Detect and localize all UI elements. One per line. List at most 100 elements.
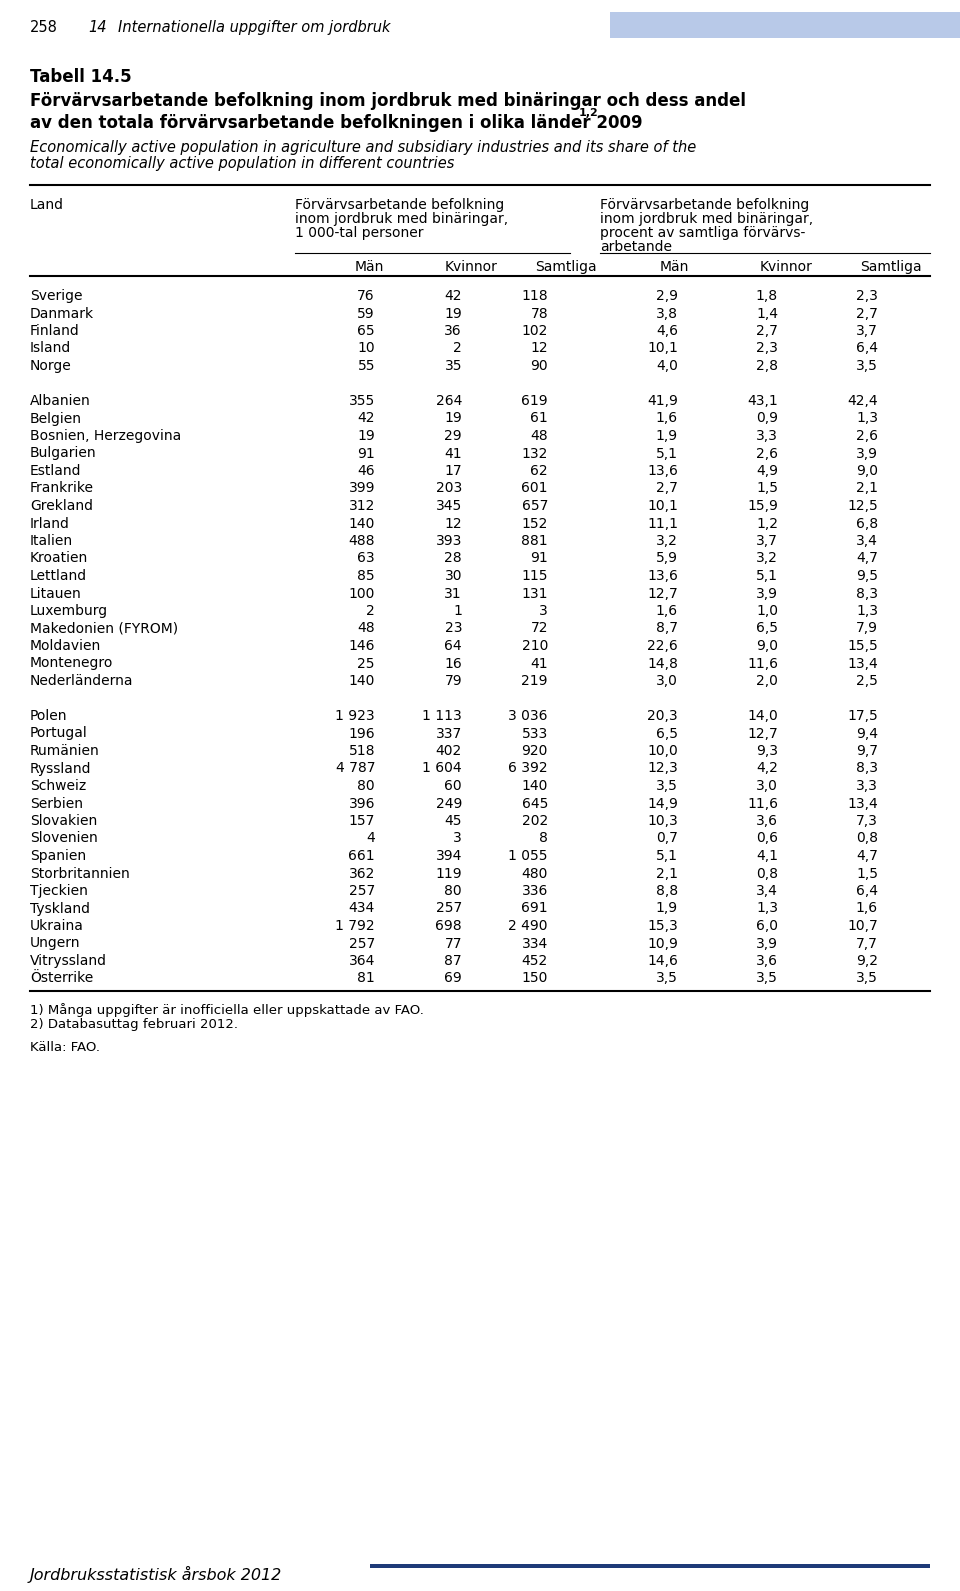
Text: 78: 78 (530, 307, 548, 320)
Text: 1,3: 1,3 (756, 902, 778, 915)
Text: 3,5: 3,5 (756, 972, 778, 985)
Text: Kvinnor: Kvinnor (760, 259, 813, 274)
Text: 661: 661 (348, 850, 375, 862)
Text: 645: 645 (521, 797, 548, 810)
Text: Estland: Estland (30, 465, 82, 477)
Text: 4,9: 4,9 (756, 465, 778, 477)
Text: 118: 118 (521, 290, 548, 302)
Text: 12: 12 (444, 517, 462, 530)
Text: 81: 81 (357, 972, 375, 985)
Text: 345: 345 (436, 500, 462, 512)
Text: 1,6: 1,6 (656, 605, 678, 617)
Text: 1,9: 1,9 (656, 902, 678, 915)
Text: total economically active population in different countries: total economically active population in … (30, 156, 454, 170)
Text: 601: 601 (521, 482, 548, 495)
Text: 72: 72 (531, 622, 548, 635)
Text: 334: 334 (521, 937, 548, 950)
Text: 8,8: 8,8 (656, 885, 678, 897)
Text: 42: 42 (444, 290, 462, 302)
Text: 3,6: 3,6 (756, 955, 778, 967)
Text: 3,3: 3,3 (756, 430, 778, 442)
Text: Samtliga: Samtliga (860, 259, 922, 274)
Text: 8,7: 8,7 (656, 622, 678, 635)
Text: 48: 48 (530, 430, 548, 442)
Text: 77: 77 (444, 937, 462, 950)
Text: 6,0: 6,0 (756, 920, 778, 932)
Text: 48: 48 (357, 622, 375, 635)
Text: 0,8: 0,8 (756, 867, 778, 880)
Text: Schweiz: Schweiz (30, 780, 86, 792)
Text: 12,7: 12,7 (747, 727, 778, 740)
Text: 64: 64 (444, 640, 462, 652)
Text: 45: 45 (444, 815, 462, 827)
Text: 0,9: 0,9 (756, 412, 778, 425)
Text: 90: 90 (530, 360, 548, 372)
Text: 312: 312 (348, 500, 375, 512)
Text: 5,9: 5,9 (656, 552, 678, 565)
Text: 2 490: 2 490 (509, 920, 548, 932)
Text: 17: 17 (444, 465, 462, 477)
Text: 698: 698 (436, 920, 462, 932)
Text: 2) Databasuttag februari 2012.: 2) Databasuttag februari 2012. (30, 1018, 238, 1031)
Text: 249: 249 (436, 797, 462, 810)
Text: Tyskland: Tyskland (30, 902, 90, 915)
Text: 69: 69 (444, 972, 462, 985)
Text: 42,4: 42,4 (848, 395, 878, 407)
Text: 3,9: 3,9 (756, 937, 778, 950)
Text: Förvärvsarbetande befolkning inom jordbruk med binäringar och dess andel: Förvärvsarbetande befolkning inom jordbr… (30, 92, 746, 110)
Text: 2,7: 2,7 (756, 325, 778, 337)
Text: Frankrike: Frankrike (30, 482, 94, 495)
Text: 7,9: 7,9 (856, 622, 878, 635)
Text: Källa: FAO.: Källa: FAO. (30, 1041, 100, 1053)
Text: 480: 480 (521, 867, 548, 880)
Text: 920: 920 (521, 745, 548, 757)
Text: 16: 16 (444, 657, 462, 670)
Text: 60: 60 (444, 780, 462, 792)
Text: 1) Många uppgifter är inofficiella eller uppskattade av FAO.: 1) Många uppgifter är inofficiella eller… (30, 1002, 424, 1017)
Text: 396: 396 (348, 797, 375, 810)
Text: Österrike: Österrike (30, 972, 93, 985)
Text: arbetande: arbetande (600, 240, 672, 255)
Text: 9,0: 9,0 (856, 465, 878, 477)
Text: 3,8: 3,8 (656, 307, 678, 320)
Text: 15,9: 15,9 (747, 500, 778, 512)
Text: 59: 59 (357, 307, 375, 320)
Text: 7,7: 7,7 (856, 937, 878, 950)
Text: 355: 355 (348, 395, 375, 407)
Text: 19: 19 (357, 430, 375, 442)
Text: 3,6: 3,6 (756, 815, 778, 827)
Text: 2,6: 2,6 (756, 447, 778, 460)
Text: 452: 452 (521, 955, 548, 967)
Text: 3,3: 3,3 (856, 780, 878, 792)
Text: 91: 91 (530, 552, 548, 565)
Text: inom jordbruk med binäringar,: inom jordbruk med binäringar, (600, 212, 813, 226)
Text: Män: Män (660, 259, 689, 274)
Text: 12,5: 12,5 (848, 500, 878, 512)
Bar (370, 1564, 930, 1569)
Text: 29: 29 (444, 430, 462, 442)
Text: Polen: Polen (30, 710, 67, 722)
Text: Economically active population in agriculture and subsidiary industries and its : Economically active population in agricu… (30, 140, 696, 154)
Text: 402: 402 (436, 745, 462, 757)
Text: 6,5: 6,5 (656, 727, 678, 740)
Text: 1 792: 1 792 (335, 920, 375, 932)
Text: 13,4: 13,4 (848, 657, 878, 670)
Text: 1,2: 1,2 (579, 108, 599, 118)
Text: 35: 35 (444, 360, 462, 372)
Text: 41: 41 (530, 657, 548, 670)
Text: 2,6: 2,6 (856, 430, 878, 442)
Text: 85: 85 (357, 570, 375, 582)
Text: av den totala förvärvsarbetande befolkningen i olika länder 2009: av den totala förvärvsarbetande befolkni… (30, 115, 642, 132)
Text: 9,0: 9,0 (756, 640, 778, 652)
Text: 13,4: 13,4 (848, 797, 878, 810)
Text: 1 000-tal personer: 1 000-tal personer (295, 226, 423, 240)
Text: Land: Land (30, 197, 64, 212)
Text: 5,1: 5,1 (656, 850, 678, 862)
Text: 10,1: 10,1 (647, 342, 678, 355)
Text: 132: 132 (521, 447, 548, 460)
Text: 36: 36 (444, 325, 462, 337)
Text: 4,6: 4,6 (656, 325, 678, 337)
Text: Luxemburg: Luxemburg (30, 605, 108, 617)
Text: 3,0: 3,0 (656, 675, 678, 687)
Text: 6,4: 6,4 (856, 885, 878, 897)
